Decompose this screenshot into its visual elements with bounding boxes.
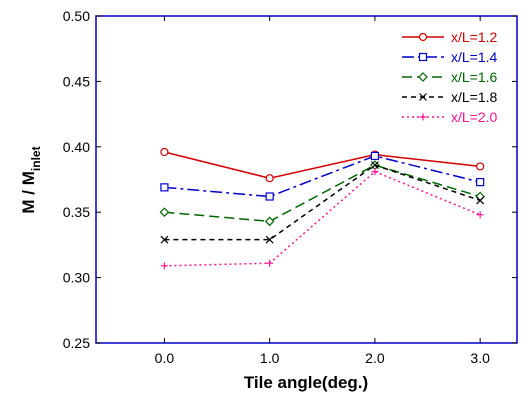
y-tick-label: 0.35 <box>63 204 90 220</box>
data-point <box>476 211 484 219</box>
y-tick-label: 0.25 <box>63 335 90 351</box>
y-axis: 0.25 0.30 0.35 0.40 0.45 0.50 <box>63 8 517 351</box>
data-point <box>476 162 485 171</box>
data-point <box>265 174 274 183</box>
series-line <box>164 170 481 267</box>
legend-item: x/L=1.2 <box>402 29 498 45</box>
plot-area-frame <box>95 15 518 344</box>
data-point <box>371 168 379 176</box>
y-tick-label: 0.45 <box>63 73 90 89</box>
x-tick-label: 2.0 <box>365 350 385 366</box>
legend-marker <box>419 93 427 101</box>
series-5 <box>160 168 484 270</box>
data-point <box>160 147 169 157</box>
data-point <box>266 259 274 267</box>
data-point <box>370 161 379 170</box>
x-axis: 0.0 1.0 2.0 3.0 <box>155 16 490 366</box>
data-point <box>264 216 275 227</box>
series-line <box>164 164 481 241</box>
legend-marker <box>418 52 428 62</box>
x-tick-label: 0.0 <box>155 350 175 366</box>
series-line <box>164 155 481 198</box>
series-line <box>164 151 481 179</box>
x-tick-label: 1.0 <box>260 350 280 366</box>
data-point <box>160 262 168 270</box>
legend: x/L=1.2 x/L=1.4 x/L=1.6 x/L=1.8 x/L=2.0 <box>402 29 498 125</box>
data-point <box>160 183 169 192</box>
series-2 <box>160 151 485 201</box>
legend-label: x/L=1.2 <box>451 29 498 45</box>
y-axis-title: M / Minlet <box>19 146 43 213</box>
legend-marker <box>418 32 428 42</box>
legend-item: x/L=2.0 <box>402 109 498 125</box>
data-point <box>265 192 274 201</box>
y-axis-title-main: M / M <box>19 171 38 214</box>
data-point <box>370 151 380 161</box>
y-tick-label: 0.30 <box>63 270 90 286</box>
legend-label: x/L=1.6 <box>451 69 498 85</box>
legend-marker <box>418 72 428 82</box>
x-tick-label: 3.0 <box>470 350 490 366</box>
series-4 <box>160 161 485 244</box>
data-point <box>476 196 485 205</box>
y-tick-label: 0.40 <box>63 139 90 155</box>
data-point <box>159 207 170 218</box>
legend-label: x/L=1.8 <box>451 89 498 105</box>
series-1 <box>160 147 485 183</box>
legend-item: x/L=1.6 <box>402 69 498 85</box>
legend-label: x/L=2.0 <box>451 109 498 125</box>
data-point <box>265 235 274 244</box>
data-point <box>160 235 169 244</box>
legend-label: x/L=1.4 <box>451 49 498 65</box>
legend-item: x/L=1.4 <box>402 49 498 65</box>
y-axis-title-subscript: inlet <box>29 146 43 171</box>
data-point <box>476 178 485 187</box>
y-tick-label: 0.50 <box>63 8 90 24</box>
series-line <box>164 164 481 223</box>
series-layer <box>159 147 486 270</box>
legend-marker <box>419 113 427 121</box>
legend-item: x/L=1.8 <box>402 89 498 105</box>
x-axis-title: Tile angle(deg.) <box>244 373 368 392</box>
